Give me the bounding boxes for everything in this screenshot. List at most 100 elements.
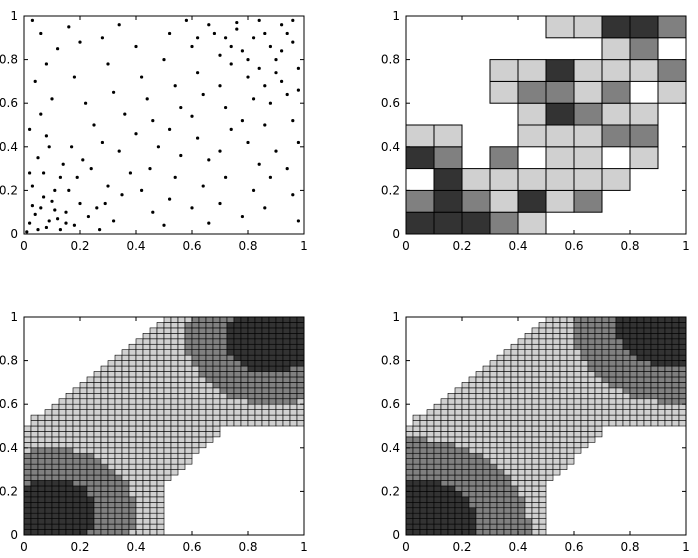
- heatmap-cell: [191, 354, 200, 361]
- heatmap-cell: [261, 387, 270, 394]
- heatmap-cell: [58, 398, 67, 405]
- heatmap-cell: [517, 496, 526, 503]
- heatmap-cell: [461, 496, 470, 503]
- heatmap-cell: [475, 409, 484, 416]
- heatmap-cell: [566, 322, 575, 329]
- heatmap-cell: [170, 409, 179, 416]
- heatmap-cell: [198, 398, 207, 405]
- heatmap-cell: [191, 420, 200, 427]
- heatmap-cell: [412, 529, 421, 536]
- heatmap-cell: [636, 398, 645, 405]
- heatmap-cell: [489, 409, 498, 416]
- heatmap-cell: [128, 529, 137, 536]
- heatmap-cell: [678, 403, 687, 410]
- heatmap-cell: [121, 371, 130, 378]
- heatmap-cell: [268, 387, 277, 394]
- heatmap-cell: [72, 518, 81, 525]
- heatmap-cell: [503, 529, 512, 536]
- heatmap-cell: [37, 414, 46, 421]
- heatmap-cell: [454, 491, 463, 498]
- heatmap-cell: [135, 518, 144, 525]
- heatmap-cell: [65, 414, 74, 421]
- heatmap-cell: [531, 343, 540, 350]
- heatmap-cell: [405, 469, 414, 476]
- heatmap-cell: [261, 398, 270, 405]
- heatmap-cell: [135, 365, 144, 372]
- heatmap-cell: [177, 403, 186, 410]
- heatmap-cell: [142, 409, 151, 416]
- heatmap-cell: [114, 425, 123, 432]
- heatmap-cell: [128, 507, 137, 514]
- heatmap-cell: [454, 414, 463, 421]
- heatmap-cell: [149, 474, 158, 481]
- heatmap-cell: [86, 398, 95, 405]
- heatmap-cell: [114, 447, 123, 454]
- heatmap-cell: [219, 354, 228, 361]
- heatmap-cell: [671, 414, 680, 421]
- heatmap-cell: [524, 354, 533, 361]
- heatmap-cell: [30, 501, 39, 509]
- x-tick-label: 0.8: [620, 239, 639, 253]
- scatter-point: [224, 105, 228, 110]
- heatmap-cell: [156, 398, 165, 405]
- heatmap-cell: [594, 354, 603, 361]
- heatmap-cell: [657, 392, 666, 400]
- scatter-point: [263, 31, 267, 36]
- heatmap-cell: [573, 409, 582, 416]
- heatmap-cell: [282, 316, 291, 323]
- heatmap-cell: [496, 387, 505, 394]
- heatmap-cell: [524, 398, 533, 405]
- heatmap-cell: [580, 382, 589, 389]
- heatmap-cell: [671, 420, 680, 427]
- heatmap-cell: [261, 333, 270, 340]
- heatmap-cell: [433, 496, 442, 503]
- heatmap-cell: [114, 452, 123, 459]
- heatmap-cell: [135, 387, 144, 394]
- heatmap-cell: [107, 463, 116, 470]
- heatmap-cell: [177, 376, 186, 383]
- heatmap-cell: [177, 382, 186, 389]
- heatmap-cell: [524, 458, 533, 465]
- heatmap-cell: [86, 501, 95, 509]
- heatmap-cell: [170, 425, 179, 432]
- heatmap-cell: [426, 452, 435, 459]
- heatmap-cell: [205, 333, 214, 340]
- heatmap-cell: [142, 480, 151, 487]
- heatmap-cell: [517, 425, 526, 432]
- heatmap-cell: [503, 392, 512, 400]
- heatmap-cell: [531, 360, 540, 367]
- heatmap-cell: [580, 333, 589, 340]
- heatmap-cell: [510, 458, 519, 465]
- heatmap-cell: [114, 354, 123, 361]
- heatmap-cell: [419, 474, 428, 481]
- heatmap-cell: [191, 371, 200, 378]
- heatmap-cell: [100, 403, 109, 410]
- heatmap-cell: [615, 316, 624, 323]
- scatter-point: [296, 140, 300, 145]
- heatmap-cell: [489, 485, 498, 492]
- heatmap-cell: [163, 442, 172, 449]
- heatmap-cell: [79, 398, 88, 405]
- heatmap-cell: [678, 420, 687, 427]
- heatmap-cell: [149, 507, 158, 514]
- heatmap-cell: [191, 360, 200, 367]
- heatmap-cell: [247, 360, 256, 367]
- heatmap-cell: [664, 343, 673, 350]
- heatmap-cell: [275, 376, 284, 383]
- y-tick-label: 0.4: [0, 441, 18, 455]
- heatmap-cell: [482, 431, 491, 438]
- heatmap-cell: [559, 442, 568, 449]
- heatmap-cell: [296, 420, 305, 427]
- heatmap-cell: [93, 496, 102, 503]
- heatmap-cell: [664, 392, 673, 400]
- heatmap-cell: [177, 360, 186, 367]
- heatmap-cell: [440, 518, 449, 525]
- heatmap-cell: [198, 382, 207, 389]
- heatmap-cell: [594, 376, 603, 383]
- scatter-point: [30, 184, 34, 188]
- scatter-point: [92, 123, 96, 127]
- heatmap-cell: [156, 458, 165, 465]
- heatmap-cell: [573, 376, 582, 383]
- heatmap-cell: [580, 431, 589, 438]
- heatmap-cell: [545, 403, 554, 410]
